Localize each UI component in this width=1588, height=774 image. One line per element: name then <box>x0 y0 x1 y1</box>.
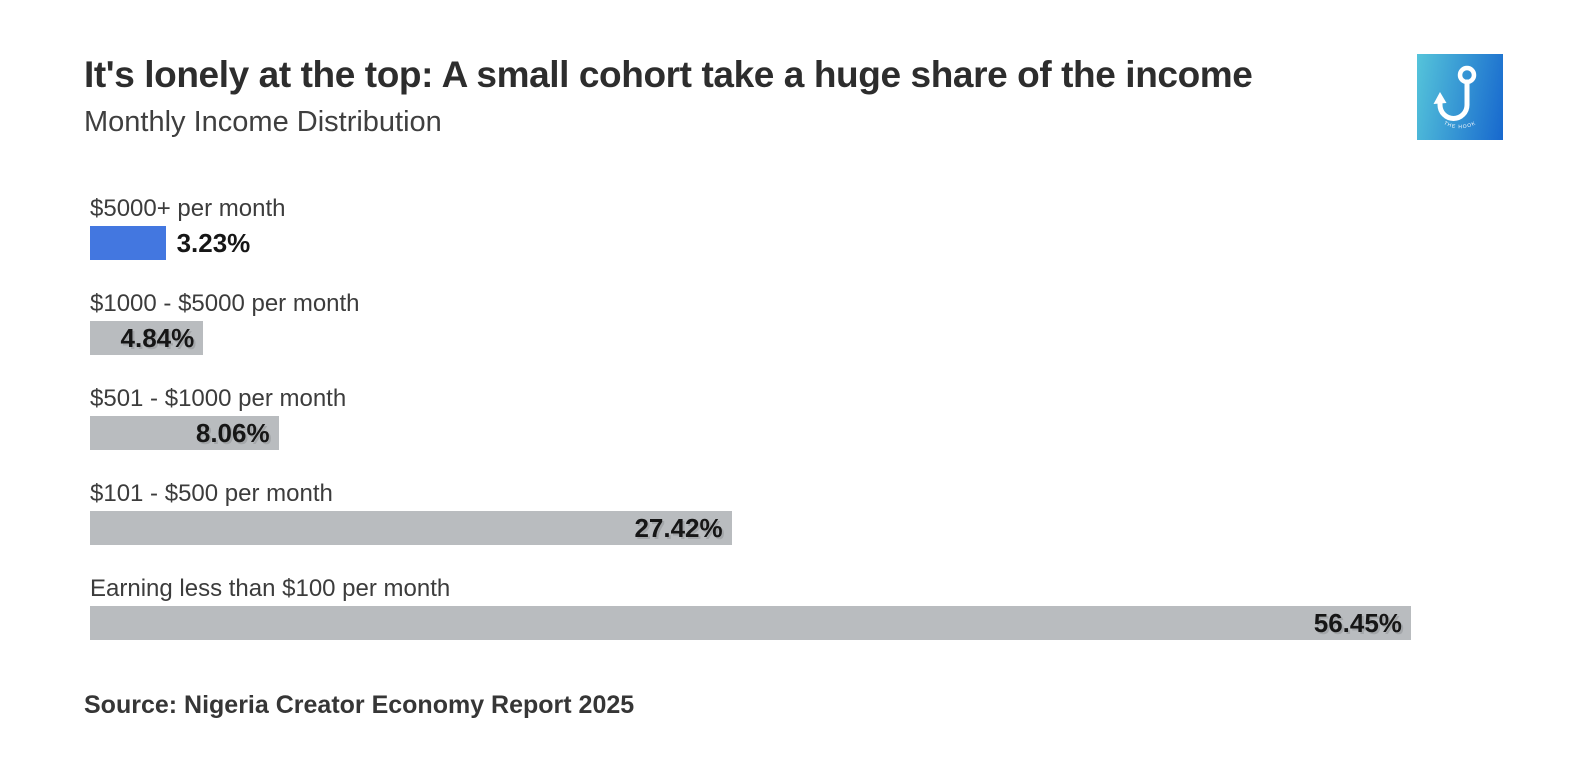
bar: 4.84% <box>90 320 204 355</box>
source-line: Source: Nigeria Creator Economy Report 2… <box>84 690 635 719</box>
bar: 8.06% <box>90 415 279 450</box>
bar-track: 4.84% <box>90 320 1588 355</box>
bar-chart: $5000+ per month 3.23% $1000 - $5000 per m… <box>90 193 1588 640</box>
svg-text:THE HOOK: THE HOOK <box>1443 120 1478 130</box>
value-label: 4.84% <box>120 322 195 353</box>
category-label: $1000 - $5000 per month <box>90 289 360 317</box>
bar: 56.45% <box>90 605 1411 640</box>
value-label: 3.23% <box>176 227 251 258</box>
bar-row: $501 - $1000 per month 8.06% <box>90 383 1588 450</box>
category-label: $5000+ per month <box>90 194 286 222</box>
category-label: Earning less than $100 per month <box>90 574 451 602</box>
category-label: $501 - $1000 per month <box>90 384 347 412</box>
bar: 27.42% <box>90 510 732 545</box>
bar-row: $5000+ per month 3.23% <box>90 193 1588 260</box>
publisher-logo[interactable]: THE HOOK <box>1417 54 1503 140</box>
logo-text: THE HOOK <box>1443 120 1477 130</box>
bar-track: 56.45% <box>90 605 1588 640</box>
bar <box>90 225 166 260</box>
chart-title: It's lonely at the top: A small cohort t… <box>84 54 1253 95</box>
value-label: 8.06% <box>195 417 270 448</box>
fish-hook-icon: THE HOOK <box>1433 65 1478 130</box>
bar-track: 3.23% <box>90 225 1588 260</box>
chart-subtitle: Monthly Income Distribution <box>84 105 442 138</box>
bar-row: Earning less than $100 per month 56.45% <box>90 573 1588 640</box>
value-label: 56.45% <box>1313 607 1402 638</box>
chart-header: It's lonely at the top: A small cohort t… <box>0 0 1588 139</box>
bar-row: $101 - $500 per month 27.42% <box>90 478 1588 545</box>
category-label: $101 - $500 per month <box>90 479 333 507</box>
bar-track: 8.06% <box>90 415 1588 450</box>
bar-row: $1000 - $5000 per month 4.84% <box>90 288 1588 355</box>
value-label: 27.42% <box>634 512 723 543</box>
bar-track: 27.42% <box>90 510 1588 545</box>
